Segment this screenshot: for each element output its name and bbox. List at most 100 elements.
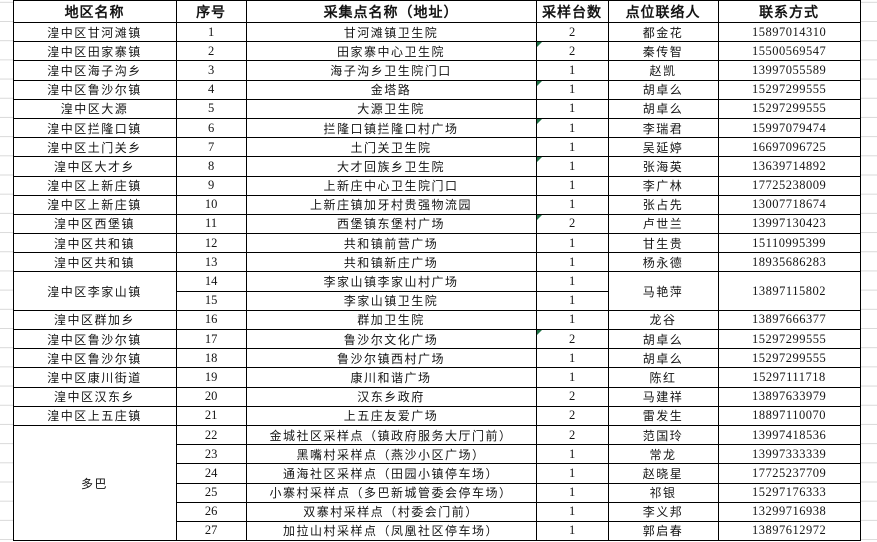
cell-no[interactable]: 25 — [175, 482, 247, 503]
cell-site[interactable]: 金城社区采样点（镇政府服务大厅门前） — [245, 424, 537, 446]
cell-count[interactable]: 1 — [535, 520, 609, 542]
cell-site[interactable]: 甘河滩镇卫生院 — [245, 21, 537, 43]
cell-count[interactable]: 1 — [535, 137, 609, 158]
cell-no[interactable]: 15 — [175, 290, 247, 311]
cell-count[interactable]: 1 — [535, 79, 609, 100]
cell-region[interactable]: 湟中区上新庄镇 — [12, 194, 177, 215]
cell-phone[interactable]: 13997418536 — [717, 424, 861, 446]
cell-no[interactable]: 6 — [175, 117, 247, 139]
cell-site[interactable]: 黑嘴村采样点（燕沙小区广场） — [245, 444, 537, 465]
cell-phone[interactable]: 15897014310 — [717, 21, 861, 43]
cell-count[interactable]: 1 — [535, 271, 609, 292]
cell-phone[interactable]: 13299716938 — [717, 501, 861, 522]
cell-site[interactable]: 共和镇新庄广场 — [245, 252, 537, 273]
cell-no[interactable]: 8 — [175, 156, 247, 177]
cell-phone[interactable]: 15297299555 — [717, 98, 861, 119]
cell-site[interactable]: 上五庄友爱广场 — [245, 405, 537, 426]
cell-contact[interactable]: 卢世兰 — [607, 213, 719, 235]
cell-contact[interactable]: 杨永德 — [607, 252, 719, 273]
cell-region[interactable]: 湟中区上新庄镇 — [12, 175, 177, 196]
cell-contact[interactable]: 胡卓么 — [607, 98, 719, 119]
cell-no[interactable]: 3 — [175, 60, 247, 81]
cell-site[interactable]: 大才回族乡卫生院 — [245, 156, 537, 177]
cell-count[interactable]: 1 — [535, 252, 609, 273]
cell-count[interactable]: 2 — [535, 41, 609, 62]
cell-region[interactable]: 多巴 — [12, 424, 177, 542]
cell-no[interactable]: 23 — [175, 444, 247, 465]
cell-count[interactable]: 2 — [535, 21, 609, 43]
cell-region[interactable]: 湟中区海子沟乡 — [12, 60, 177, 81]
cell-phone[interactable]: 13897115802 — [717, 271, 861, 311]
cell-phone[interactable]: 18935686283 — [717, 252, 861, 273]
cell-count[interactable]: 2 — [535, 424, 609, 446]
cell-no[interactable]: 5 — [175, 98, 247, 119]
cell-count[interactable]: 1 — [535, 194, 609, 215]
cell-region[interactable]: 湟中区甘河滩镇 — [12, 21, 177, 43]
cell-region[interactable]: 湟中区土门关乡 — [12, 137, 177, 158]
cell-phone[interactable]: 13897666377 — [717, 309, 861, 331]
cell-count[interactable]: 1 — [535, 348, 609, 369]
cell-no[interactable]: 24 — [175, 463, 247, 484]
cell-count[interactable]: 1 — [535, 482, 609, 503]
cell-no[interactable]: 4 — [175, 79, 247, 100]
cell-region[interactable]: 湟中区鲁沙尔镇 — [12, 348, 177, 369]
cell-site[interactable]: 李家山镇卫生院 — [245, 290, 537, 311]
cell-count[interactable]: 1 — [535, 233, 609, 254]
cell-region[interactable]: 湟中区群加乡 — [12, 309, 177, 331]
cell-contact[interactable]: 马建祥 — [607, 386, 719, 407]
cell-site[interactable]: 汉东乡政府 — [245, 386, 537, 407]
cell-no[interactable]: 17 — [175, 328, 247, 350]
cell-phone[interactable]: 15500569547 — [717, 41, 861, 62]
cell-phone[interactable]: 15297299555 — [717, 328, 861, 350]
cell-contact[interactable]: 胡卓么 — [607, 328, 719, 350]
header-no[interactable]: 序号 — [175, 0, 247, 23]
cell-site[interactable]: 通海社区采样点（田园小镇停车场） — [245, 463, 537, 484]
cell-contact[interactable]: 陈红 — [607, 367, 719, 388]
cell-count[interactable]: 1 — [535, 117, 609, 139]
header-phone[interactable]: 联系方式 — [717, 0, 861, 23]
cell-site[interactable]: 土门关卫生院 — [245, 137, 537, 158]
cell-contact[interactable]: 马艳萍 — [607, 271, 719, 311]
cell-count[interactable]: 1 — [535, 501, 609, 522]
cell-contact[interactable]: 秦传智 — [607, 41, 719, 62]
cell-contact[interactable]: 张占先 — [607, 194, 719, 215]
cell-no[interactable]: 19 — [175, 367, 247, 388]
cell-phone[interactable]: 15297299555 — [717, 79, 861, 100]
cell-no[interactable]: 16 — [175, 309, 247, 331]
cell-contact[interactable]: 胡卓么 — [607, 79, 719, 100]
cell-no[interactable]: 27 — [175, 520, 247, 542]
cell-count[interactable]: 1 — [535, 98, 609, 119]
header-count[interactable]: 采样台数 — [535, 0, 609, 23]
cell-count[interactable]: 1 — [535, 290, 609, 311]
cell-phone[interactable]: 18897110070 — [717, 405, 861, 426]
cell-site[interactable]: 大源卫生院 — [245, 98, 537, 119]
cell-phone[interactable]: 13897612972 — [717, 520, 861, 542]
cell-contact[interactable]: 范国玲 — [607, 424, 719, 446]
cell-count[interactable]: 1 — [535, 463, 609, 484]
cell-no[interactable]: 21 — [175, 405, 247, 426]
cell-region[interactable]: 湟中区共和镇 — [12, 252, 177, 273]
cell-site[interactable]: 共和镇前营广场 — [245, 233, 537, 254]
cell-site[interactable]: 康川和谐广场 — [245, 367, 537, 388]
cell-count[interactable]: 2 — [535, 328, 609, 350]
cell-no[interactable]: 22 — [175, 424, 247, 446]
cell-site[interactable]: 上新庄镇加牙村贵强物流园 — [245, 194, 537, 215]
cell-contact[interactable]: 都金花 — [607, 21, 719, 43]
cell-contact[interactable]: 胡卓么 — [607, 348, 719, 369]
header-site[interactable]: 采集点名称（地址） — [245, 0, 537, 23]
cell-contact[interactable]: 赵晓星 — [607, 463, 719, 484]
cell-no[interactable]: 9 — [175, 175, 247, 196]
cell-count[interactable]: 1 — [535, 444, 609, 465]
cell-count[interactable]: 1 — [535, 175, 609, 196]
cell-contact[interactable]: 雷发生 — [607, 405, 719, 426]
cell-phone[interactable]: 13897633979 — [717, 386, 861, 407]
cell-no[interactable]: 20 — [175, 386, 247, 407]
cell-site[interactable]: 鲁沙尔文化广场 — [245, 328, 537, 350]
cell-no[interactable]: 7 — [175, 137, 247, 158]
cell-region[interactable]: 湟中区大源 — [12, 98, 177, 119]
cell-count[interactable]: 1 — [535, 309, 609, 331]
cell-phone[interactable]: 13007718674 — [717, 194, 861, 215]
cell-count[interactable]: 2 — [535, 386, 609, 407]
cell-contact[interactable]: 吴延婷 — [607, 137, 719, 158]
cell-no[interactable]: 12 — [175, 233, 247, 254]
